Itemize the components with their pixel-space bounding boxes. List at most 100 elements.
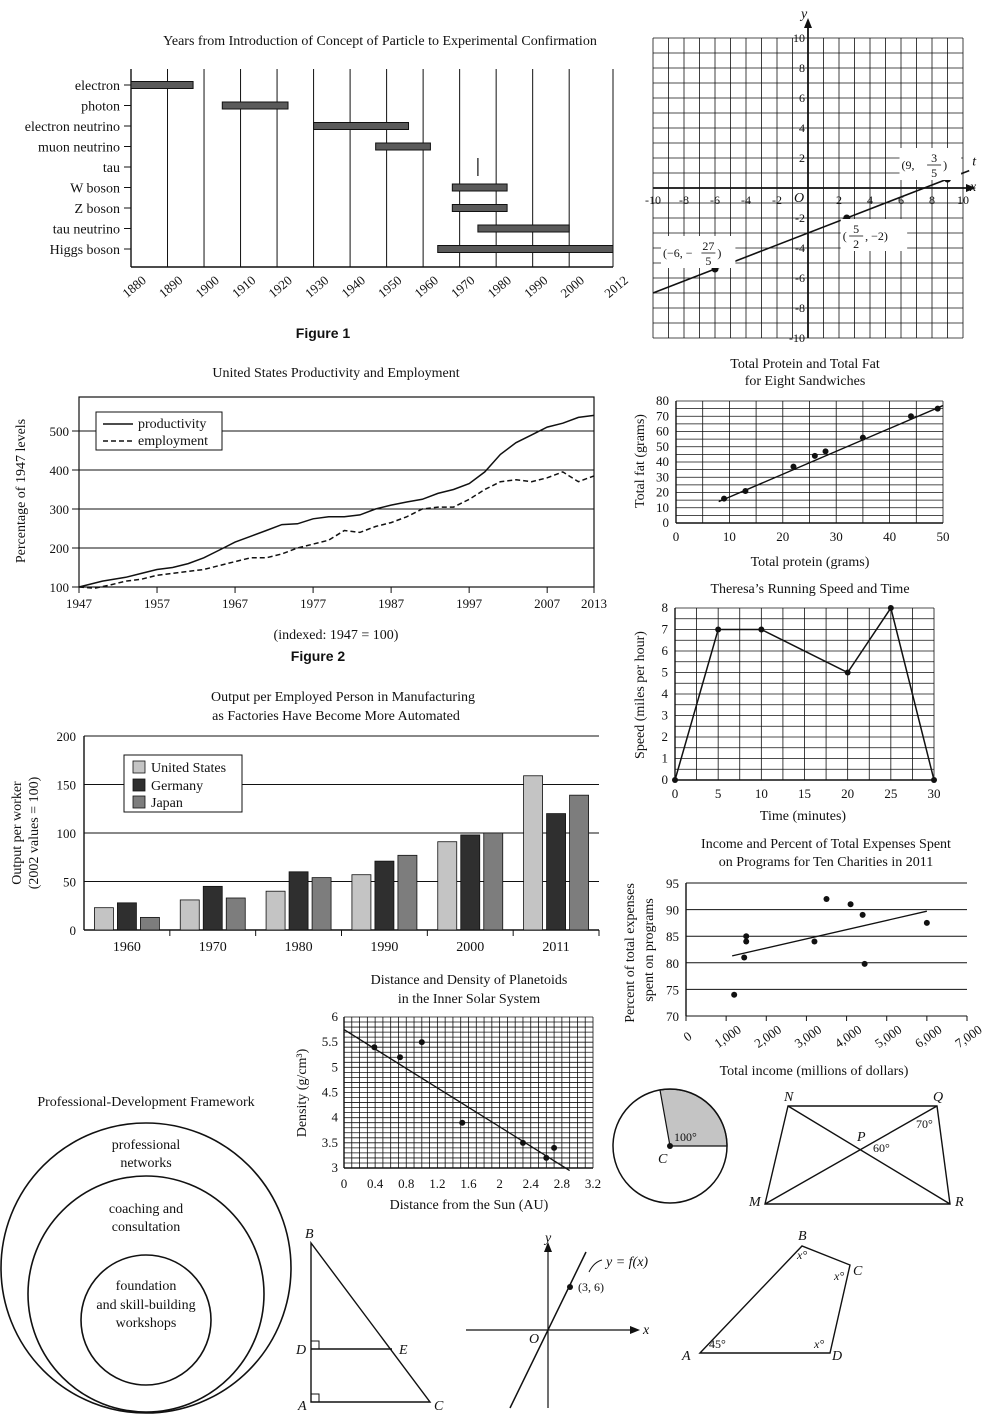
charities-subtitle: on Programs for Ten Charities in 2011: [719, 855, 933, 870]
middle-label-2: consultation: [112, 1220, 180, 1235]
coord-point-den: 2: [853, 237, 859, 251]
planetoids-y-tick: 5: [332, 1059, 339, 1074]
manufacturing-legend: United States Germany Japan: [123, 754, 243, 813]
gantt-row-label: photon: [81, 100, 120, 115]
bar-united-states: [94, 907, 114, 931]
manufacturing-subtitle: as Factories Have Become More Automated: [212, 709, 460, 724]
gantt-tick-label: 2000: [558, 272, 588, 300]
charities-point: [743, 938, 750, 945]
running-y-tick: 6: [662, 643, 669, 658]
charities-x-tick: 4,000: [832, 1022, 865, 1051]
manufacturing-category: 2000: [456, 940, 484, 955]
inner-circle: [80, 1254, 212, 1386]
charities-x-tick: 1,000: [711, 1022, 744, 1051]
running-y-tick: 8: [662, 600, 669, 615]
productivity-legend: productivity employment: [95, 411, 223, 451]
charities-y-tick: 85: [666, 929, 679, 944]
manufacturing-category: 1970: [199, 940, 227, 955]
gantt-bar: [221, 101, 289, 110]
coord-y-tick: 10: [793, 31, 805, 45]
gantt-row-label: tau: [103, 161, 120, 176]
coord-label-bg: [899, 148, 962, 180]
x-arrow-icon: [966, 184, 976, 192]
charities-point: [861, 960, 868, 967]
figure-2-caption: Figure 2: [291, 648, 346, 664]
protein-y-tick: 80: [656, 393, 669, 408]
running-x-tick: 30: [928, 786, 941, 801]
gantt-tick-label: 1950: [375, 272, 405, 300]
series-employment: [78, 471, 595, 589]
function-line: [509, 1251, 587, 1409]
running-y-tick: 2: [662, 729, 669, 744]
outer-label-1: professional: [112, 1138, 181, 1153]
coord-point-den: 5: [705, 254, 711, 268]
legend-germany: Germany: [151, 779, 203, 794]
charities-x-tick: 6,000: [912, 1022, 945, 1051]
running-x-tick: 10: [755, 786, 768, 801]
sector-angle: 100°: [674, 1130, 697, 1144]
bar-germany: [460, 834, 481, 931]
planetoids-point: [543, 1154, 550, 1161]
productivity-title: United States Productivity and Employmen…: [212, 366, 459, 381]
protein-point: [790, 463, 797, 470]
middle-circle: [27, 1175, 265, 1413]
label-p: P: [856, 1130, 866, 1145]
running-point: [844, 669, 851, 676]
gantt-bar: [477, 224, 570, 233]
label-c: C: [434, 1399, 444, 1414]
coord-point-label: (: [843, 229, 847, 243]
center-label: C: [658, 1152, 668, 1167]
bar-japan: [311, 877, 332, 931]
coord-y-tick: -2: [795, 211, 805, 225]
gantt-bar: [437, 245, 614, 253]
coord-y-tick: 8: [799, 61, 805, 75]
productivity-y-tick: 300: [50, 502, 70, 517]
outer-label-2: networks: [120, 1156, 171, 1171]
gantt-bar: [451, 183, 508, 192]
gantt-tick-label: 1900: [192, 272, 222, 300]
charities-y-tick: 70: [666, 1009, 679, 1024]
planetoids-y-tick: 4.5: [322, 1085, 338, 1100]
framework-diagram: Professional-Development Framework profe…: [0, 1095, 292, 1414]
center-point: [667, 1143, 673, 1149]
gantt-tick-label: 1910: [229, 272, 259, 300]
protein-point: [721, 495, 728, 502]
func-y-label: y: [543, 1231, 552, 1246]
func-x-label: x: [642, 1323, 650, 1338]
gantt-tick-label: 1970: [448, 272, 478, 300]
gantt-bar: [313, 122, 410, 130]
quad-angle-d: x°: [813, 1337, 824, 1351]
coord-origin: O: [794, 191, 804, 206]
label-m: M: [748, 1195, 762, 1210]
productivity-x-tick: 1987: [378, 596, 405, 611]
coord-x-tick: -8: [679, 193, 689, 207]
manufacturing-category: 2011: [542, 940, 569, 955]
protein-y-tick: 60: [656, 424, 669, 439]
bar-germany: [117, 902, 137, 931]
planetoids-point: [459, 1119, 466, 1126]
sector-diagram: 100° C: [612, 1088, 728, 1204]
productivity-note: (indexed: 1947 = 100): [274, 628, 399, 643]
protein-y-tick: 20: [656, 485, 669, 500]
protein-point: [907, 413, 914, 420]
gantt-tick-label: 1930: [302, 272, 332, 300]
point-3-6: [567, 1284, 573, 1290]
charities-xlabel: Total income (millions of dollars): [720, 1064, 909, 1079]
planetoids-x-tick: 1.6: [460, 1176, 477, 1191]
running-point: [715, 626, 722, 633]
protein-x-tick: 0: [673, 529, 680, 544]
middle-label-1: coaching and: [109, 1202, 183, 1217]
protein-x-tick: 20: [776, 529, 789, 544]
running-ylabel: Speed (miles per hour): [633, 631, 648, 759]
productivity-ylabel: Percentage of 1947 levels: [14, 419, 29, 563]
running-line: [674, 606, 935, 781]
quad-angle-a: 45°: [709, 1337, 726, 1351]
productivity-y-tick: 100: [50, 580, 70, 595]
protein-xlabel: Total protein (grams): [751, 555, 870, 570]
planetoids-title: Distance and Density of Planetoids: [371, 973, 568, 988]
running-title: Theresa’s Running Speed and Time: [710, 582, 909, 597]
protein-point: [822, 448, 829, 455]
coord-y-tick: -8: [795, 301, 805, 315]
running-y-tick: 3: [662, 708, 669, 723]
